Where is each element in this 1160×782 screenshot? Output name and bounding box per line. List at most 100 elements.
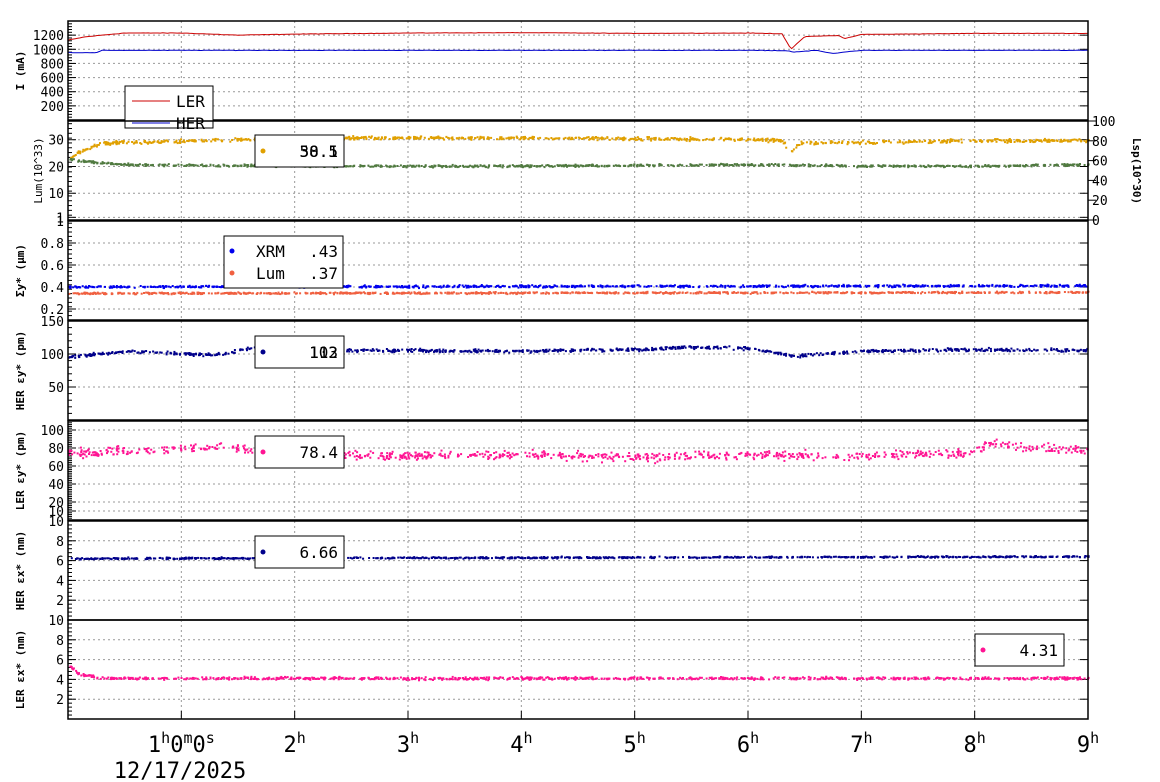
data-point bbox=[153, 285, 156, 288]
data-point bbox=[624, 291, 627, 294]
data-point bbox=[799, 356, 802, 359]
data-point bbox=[145, 291, 148, 294]
data-point bbox=[1082, 349, 1085, 352]
data-point bbox=[647, 460, 649, 463]
data-point bbox=[746, 138, 749, 141]
data-point bbox=[398, 285, 401, 288]
data-point bbox=[685, 164, 688, 167]
data-point bbox=[1033, 284, 1036, 287]
data-point bbox=[829, 140, 832, 143]
data-point bbox=[842, 291, 845, 294]
data-point bbox=[569, 292, 572, 295]
data-point bbox=[358, 286, 361, 289]
data-point bbox=[578, 137, 581, 140]
data-point bbox=[99, 162, 102, 165]
data-point bbox=[814, 284, 817, 287]
data-point bbox=[1000, 139, 1003, 142]
data-point bbox=[903, 284, 906, 287]
data-point bbox=[991, 283, 994, 286]
data-point bbox=[654, 136, 657, 139]
data-point bbox=[451, 163, 454, 166]
data-point bbox=[640, 291, 643, 294]
data-point bbox=[408, 284, 411, 287]
data-point bbox=[746, 292, 749, 295]
data-point bbox=[173, 141, 176, 144]
data-point bbox=[93, 291, 96, 294]
data-point bbox=[906, 291, 909, 294]
data-point bbox=[639, 164, 642, 167]
data-point bbox=[93, 144, 96, 147]
data-point bbox=[493, 164, 496, 167]
data-point bbox=[460, 350, 463, 353]
data-point bbox=[530, 165, 533, 168]
data-point bbox=[433, 165, 436, 167]
data-point bbox=[141, 351, 144, 354]
data-point bbox=[953, 284, 956, 287]
y-tick-label: 50 bbox=[48, 381, 64, 396]
data-point bbox=[711, 164, 713, 167]
data-point bbox=[202, 285, 205, 288]
data-point bbox=[720, 284, 723, 287]
data-point bbox=[654, 138, 657, 141]
data-point bbox=[239, 164, 242, 167]
data-point bbox=[474, 348, 477, 351]
data-point bbox=[579, 350, 582, 353]
data-point bbox=[128, 285, 131, 288]
data-point bbox=[835, 163, 838, 166]
data-point bbox=[74, 356, 77, 359]
data-point bbox=[576, 285, 579, 288]
data-point bbox=[960, 348, 963, 350]
data-point bbox=[214, 138, 217, 140]
data-point bbox=[173, 164, 176, 167]
data-point bbox=[882, 164, 885, 167]
data-point bbox=[475, 285, 478, 288]
data-point bbox=[705, 292, 708, 295]
data-point bbox=[490, 136, 493, 139]
data-point bbox=[394, 138, 397, 140]
data-point bbox=[739, 291, 742, 294]
y-axis-label: Lum(10^33) bbox=[32, 137, 45, 203]
data-point bbox=[427, 351, 430, 353]
data-point bbox=[360, 136, 363, 139]
legend-box bbox=[254, 335, 345, 369]
data-point bbox=[71, 156, 74, 158]
data-point bbox=[245, 292, 248, 295]
y-tick-label: 30 bbox=[48, 134, 64, 149]
data-point bbox=[440, 165, 443, 168]
data-point bbox=[986, 349, 989, 352]
data-point bbox=[739, 286, 742, 289]
data-point bbox=[743, 346, 745, 349]
data-point bbox=[112, 163, 115, 166]
data-point bbox=[761, 138, 764, 140]
data-point bbox=[1060, 140, 1063, 143]
data-point bbox=[666, 291, 669, 294]
data-point bbox=[979, 139, 982, 142]
data-point bbox=[951, 350, 954, 352]
data-point bbox=[400, 292, 403, 295]
data-point bbox=[386, 292, 389, 295]
data-point bbox=[665, 348, 667, 351]
data-point bbox=[985, 348, 988, 351]
data-point bbox=[442, 137, 444, 140]
data-point bbox=[242, 138, 245, 141]
data-point bbox=[761, 163, 764, 166]
data-point bbox=[420, 165, 423, 167]
data-point bbox=[802, 355, 805, 358]
data-point bbox=[726, 291, 729, 294]
data-point bbox=[538, 350, 541, 353]
data-point bbox=[900, 165, 903, 168]
data-point bbox=[897, 458, 900, 461]
data-point bbox=[616, 349, 619, 352]
data-point bbox=[627, 165, 630, 168]
data-point bbox=[479, 135, 482, 138]
data-point bbox=[524, 291, 527, 294]
data-point bbox=[846, 350, 848, 353]
data-point bbox=[452, 291, 455, 294]
data-point bbox=[516, 453, 519, 456]
data-point bbox=[859, 142, 861, 145]
data-point bbox=[495, 165, 498, 167]
data-point bbox=[415, 137, 418, 140]
data-point bbox=[385, 291, 388, 294]
data-point bbox=[763, 451, 766, 454]
